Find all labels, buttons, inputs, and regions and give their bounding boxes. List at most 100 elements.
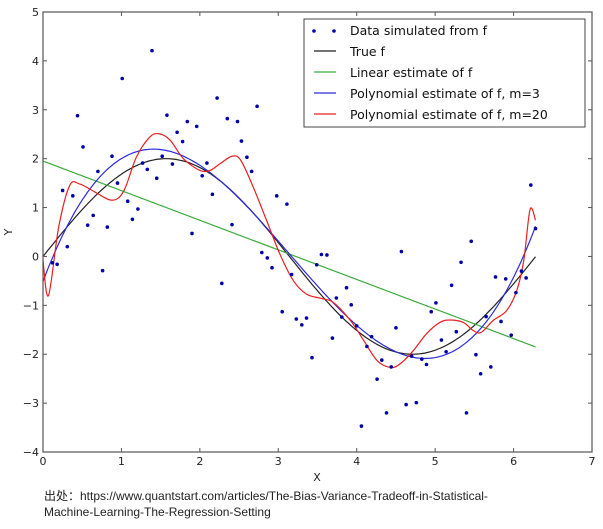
data-point — [145, 167, 150, 172]
data-point — [175, 130, 179, 135]
data-point — [265, 256, 270, 260]
data-point — [230, 222, 234, 227]
x-tick-label: 4 — [353, 455, 360, 468]
data-point — [71, 194, 75, 198]
data-point — [55, 262, 59, 267]
data-point — [314, 262, 319, 267]
data-point — [369, 334, 374, 339]
data-point — [340, 315, 344, 319]
data-point — [533, 226, 538, 231]
data-point — [120, 76, 125, 81]
data-point — [85, 223, 90, 227]
data-point — [136, 207, 140, 211]
data-point — [65, 244, 70, 249]
data-point — [454, 329, 459, 334]
x-tick-label: 2 — [196, 455, 203, 468]
legend-box — [303, 18, 586, 128]
y-tick-label: −1 — [23, 299, 39, 312]
data-point — [255, 104, 259, 109]
data-point — [319, 252, 324, 257]
data-point — [459, 260, 463, 265]
data-point — [205, 161, 209, 165]
data-point — [190, 231, 194, 236]
data-point — [394, 326, 398, 330]
x-tick-label: 7 — [589, 455, 596, 468]
data-point — [365, 344, 369, 349]
data-point — [304, 316, 309, 320]
data-point — [519, 269, 524, 273]
data-point — [334, 296, 339, 300]
data-point — [96, 169, 100, 174]
data-point — [125, 199, 130, 203]
data-point — [115, 181, 120, 185]
caption-line-1: 出处：https://www.quantstart.com/articles/T… — [44, 489, 488, 503]
data-point — [404, 402, 408, 407]
y-tick-label: −4 — [23, 446, 39, 459]
data-point — [185, 119, 190, 124]
data-point — [449, 283, 454, 288]
series-poly-m3 — [42, 148, 537, 360]
data-point — [420, 357, 424, 361]
caption-line-2: Machine-Learning-The-Regression-Setting — [44, 505, 271, 519]
legend: Data simulated from f True f Linear esti… — [303, 18, 586, 128]
data-point — [349, 303, 354, 307]
data-point — [91, 213, 95, 218]
x-tick-label: 6 — [510, 455, 517, 468]
plot-frame — [42, 11, 593, 453]
data-point — [474, 352, 478, 357]
data-point — [389, 365, 394, 369]
y-tick-label: −2 — [23, 348, 39, 361]
data-point — [215, 96, 219, 100]
data-point — [509, 333, 514, 337]
data-point — [160, 154, 165, 159]
data-point — [294, 317, 299, 321]
series-true-f — [42, 158, 536, 355]
data-point — [310, 355, 314, 360]
data-point — [330, 336, 335, 340]
data-point — [524, 276, 528, 280]
data-point — [200, 173, 205, 178]
data-point — [180, 139, 185, 144]
data-point — [75, 113, 80, 118]
data-point — [130, 217, 135, 222]
data-point — [434, 301, 438, 305]
data-point — [100, 268, 105, 273]
data-point — [499, 319, 503, 324]
data-point — [529, 183, 533, 187]
data-point — [414, 400, 419, 405]
data-point — [220, 281, 224, 286]
data-point — [439, 338, 444, 342]
data-point — [325, 253, 329, 257]
x-tick-label: 5 — [432, 455, 439, 468]
data-point — [285, 202, 289, 206]
data-point — [105, 225, 110, 229]
legend-label-true: True f — [349, 44, 386, 59]
data-point — [380, 358, 384, 362]
data-point — [280, 309, 285, 314]
data-point — [239, 139, 244, 143]
data-point — [484, 314, 488, 319]
source-caption: 出处：https://www.quantstart.com/articles/T… — [44, 488, 584, 520]
x-tick-label: 3 — [275, 455, 282, 468]
x-tick-label: 1 — [118, 455, 125, 468]
data-point — [478, 371, 483, 376]
data-point — [210, 192, 215, 197]
data-point — [274, 194, 279, 198]
data-point — [245, 155, 249, 159]
data-point — [249, 169, 254, 174]
data-point — [165, 113, 169, 117]
data-point — [354, 324, 359, 328]
data-point — [503, 277, 508, 281]
data-point — [150, 48, 154, 53]
data-point — [289, 272, 294, 277]
data-point — [140, 161, 145, 165]
data-point — [424, 362, 429, 367]
data-point — [375, 377, 379, 381]
data-point — [225, 116, 230, 121]
data-point — [429, 309, 434, 314]
legend-label-data: Data simulated from f — [350, 23, 488, 38]
data-point — [81, 145, 85, 149]
data-point — [170, 162, 175, 166]
data-point — [384, 411, 389, 415]
